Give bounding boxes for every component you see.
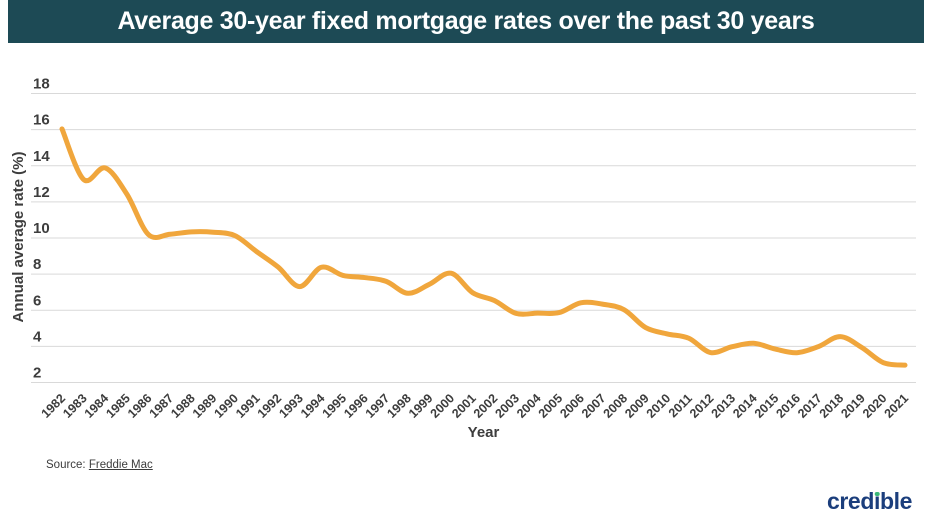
source-link-freddie-mac[interactable]: Freddie Mac	[88, 459, 153, 471]
chart-title-banner: Average 30-year fixed mortgage rates ove…	[8, 0, 924, 43]
logo-i-dot	[874, 491, 880, 497]
svg-text:2021: 2021	[882, 391, 912, 421]
rate-line	[59, 126, 908, 368]
y-tick-labels: 2 4 6 8 10 12 14 16 18	[33, 76, 50, 382]
svg-text:2: 2	[33, 365, 41, 382]
x-tick-labels: 1982198319841985198619871988198919901991…	[39, 391, 912, 421]
svg-text:10: 10	[33, 220, 50, 237]
svg-text:2011: 2011	[666, 391, 695, 420]
svg-text:6: 6	[33, 292, 41, 309]
svg-text:12: 12	[33, 184, 50, 201]
credible-logo: credı ble	[827, 488, 912, 515]
source-attribution: Source: Freddie Mac	[46, 459, 153, 471]
svg-text:4: 4	[33, 328, 42, 345]
source-prefix: Source:	[46, 459, 86, 471]
svg-text:14: 14	[33, 148, 50, 165]
x-axis-title: Year	[467, 424, 500, 441]
y-gridlines	[31, 93, 916, 383]
logo-text-post: ble	[879, 488, 912, 514]
logo-letter-i: ı	[873, 488, 880, 514]
svg-text:18: 18	[33, 76, 50, 93]
y-axis-title: Annual average rate (%)	[10, 151, 27, 323]
svg-text:8: 8	[33, 256, 41, 273]
chart-title: Average 30-year fixed mortgage rates ove…	[117, 7, 815, 35]
svg-text:16: 16	[33, 112, 50, 129]
logo-text-pre: cred	[826, 488, 874, 514]
